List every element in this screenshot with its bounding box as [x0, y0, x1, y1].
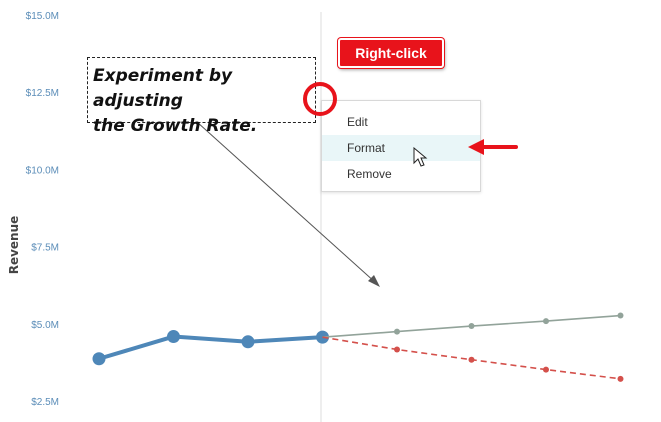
- data-point: [617, 375, 624, 382]
- red-arrow-icon: [468, 139, 518, 155]
- y-tick-label: $12.5M: [26, 88, 59, 99]
- context-menu: Edit Format Remove: [321, 100, 481, 192]
- y-axis-title: Revenue: [7, 216, 21, 275]
- data-point: [241, 335, 255, 349]
- chart-series: [92, 312, 624, 382]
- y-tick-label: $10.0M: [26, 165, 59, 176]
- annotation-pointer-line: [196, 121, 377, 284]
- series-line: [98, 334, 323, 361]
- data-point: [543, 366, 549, 373]
- menu-item-edit[interactable]: Edit: [347, 115, 368, 129]
- y-tick-label: $2.5M: [31, 397, 59, 408]
- menu-item-format[interactable]: Format: [322, 135, 480, 161]
- mouse-cursor-icon: [413, 147, 428, 167]
- y-tick-label: $7.5M: [31, 243, 59, 254]
- annotation-pointer-arrowhead: [368, 275, 380, 287]
- data-point: [617, 312, 624, 319]
- data-point: [543, 318, 549, 325]
- y-tick-label: $15.0M: [26, 11, 59, 22]
- y-axis-ticks: $2.5M $5.0M $7.5M $10.0M $12.5M $15.0M: [26, 11, 59, 408]
- right-click-callout: Right-click: [338, 38, 444, 68]
- data-point: [468, 356, 475, 363]
- y-tick-label: $5.0M: [31, 320, 59, 331]
- data-point: [468, 323, 475, 330]
- menu-item-remove[interactable]: Remove: [347, 167, 392, 181]
- data-point: [394, 328, 400, 335]
- data-point: [394, 346, 400, 353]
- highlight-circle: [303, 82, 337, 116]
- annotation-box[interactable]: Experiment by adjusting the Growth Rate.: [87, 57, 316, 136]
- data-point: [92, 352, 106, 366]
- data-point: [167, 330, 180, 344]
